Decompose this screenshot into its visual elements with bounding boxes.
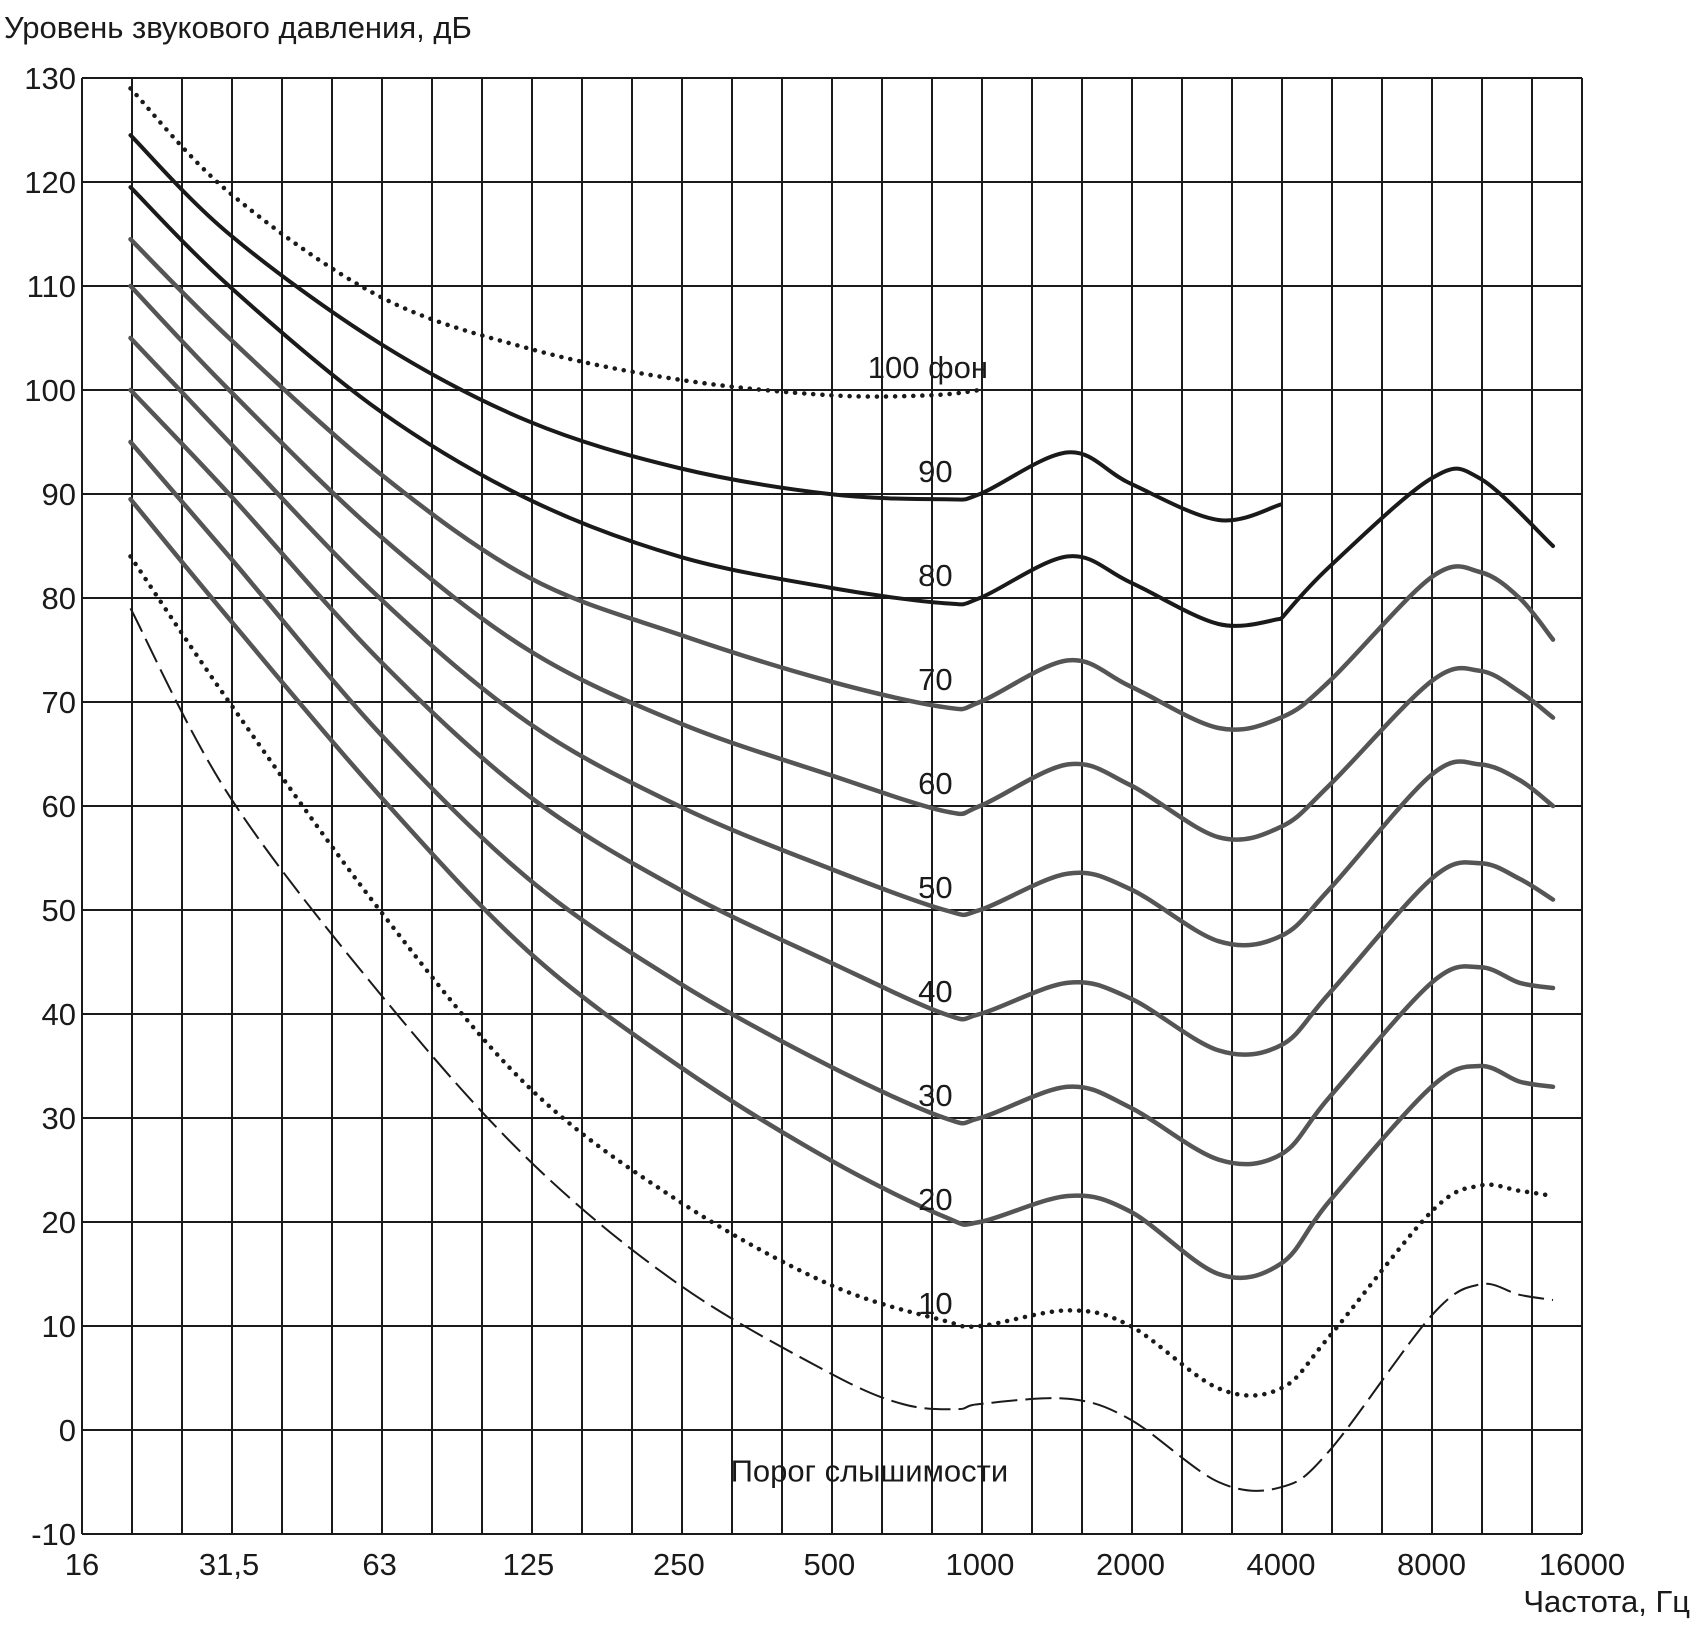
- x-axis-label: Частота, Гц: [1523, 1584, 1690, 1619]
- x-tick-label: 2000: [1096, 1547, 1165, 1582]
- x-tick-label: 500: [804, 1547, 856, 1582]
- curve-line: [128, 185, 1283, 628]
- curve-line: [128, 496, 1556, 1281]
- y-tick-label: 20: [42, 1205, 76, 1240]
- y-tick-label: 120: [24, 165, 76, 200]
- curve-label: 60: [918, 766, 952, 801]
- y-tick-label: 70: [42, 685, 76, 720]
- x-tick-label: 1000: [945, 1547, 1014, 1582]
- y-tick-label: 30: [42, 1101, 76, 1136]
- curve-labels: 100 фон 90 80 70 60 50 40 30 20 10 Порог слышимост…: [731, 350, 1009, 1489]
- curve-label: 70: [918, 662, 952, 697]
- curve-label: 40: [918, 974, 952, 1009]
- curve-label: 20: [918, 1182, 952, 1217]
- curve-label: Порог слышимости: [731, 1454, 1009, 1489]
- y-tick-label: 130: [24, 61, 76, 96]
- curve-line: [128, 335, 1556, 948]
- curve-label: 10: [918, 1286, 952, 1321]
- curve-label: 90: [918, 454, 952, 489]
- y-tick-label: 60: [42, 789, 76, 824]
- y-tick-label: 50: [42, 893, 76, 928]
- y-tick-label: 90: [42, 477, 76, 512]
- curve-line: [128, 439, 1556, 1167]
- y-tick-label: 100: [24, 373, 76, 408]
- x-tick-label: 125: [503, 1547, 555, 1582]
- y-tick-label: 110: [27, 269, 76, 304]
- y-tick-label: 80: [42, 581, 76, 616]
- x-tick-label: 16000: [1539, 1547, 1625, 1582]
- x-tick-label: 250: [653, 1547, 705, 1582]
- x-tick-label: 63: [362, 1547, 396, 1582]
- x-tick-label: 31,5: [199, 1547, 259, 1582]
- curve-line: [128, 387, 1556, 1057]
- y-tick-label: 0: [59, 1413, 76, 1448]
- curve-line: [128, 554, 1556, 1398]
- y-tick-label: -10: [31, 1517, 76, 1552]
- curve-line: [128, 236, 1556, 732]
- curve-line: [129, 607, 1554, 1492]
- x-tick-label: 4000: [1246, 1547, 1315, 1582]
- y-axis-label: Уровень звукового давления, дБ: [4, 10, 472, 45]
- loudness-curves: [128, 86, 1556, 1492]
- x-axis-ticks: 16 31,5 63 125 250 500 1000 2000 4000 8000 16000: [65, 1547, 1625, 1582]
- y-tick-label: 10: [42, 1309, 76, 1344]
- x-tick-label: 16: [65, 1547, 99, 1582]
- curve-label: 50: [918, 870, 952, 905]
- y-tick-label: 40: [42, 997, 76, 1032]
- curve-line: [128, 283, 1556, 842]
- curve-label: 30: [918, 1078, 952, 1113]
- curve-line: [1279, 466, 1555, 621]
- curve-label: 80: [918, 558, 952, 593]
- curve-line: [128, 133, 1283, 523]
- curve-label: 100 фон: [868, 350, 988, 385]
- x-tick-label: 8000: [1397, 1547, 1466, 1582]
- curve-line: [128, 86, 983, 399]
